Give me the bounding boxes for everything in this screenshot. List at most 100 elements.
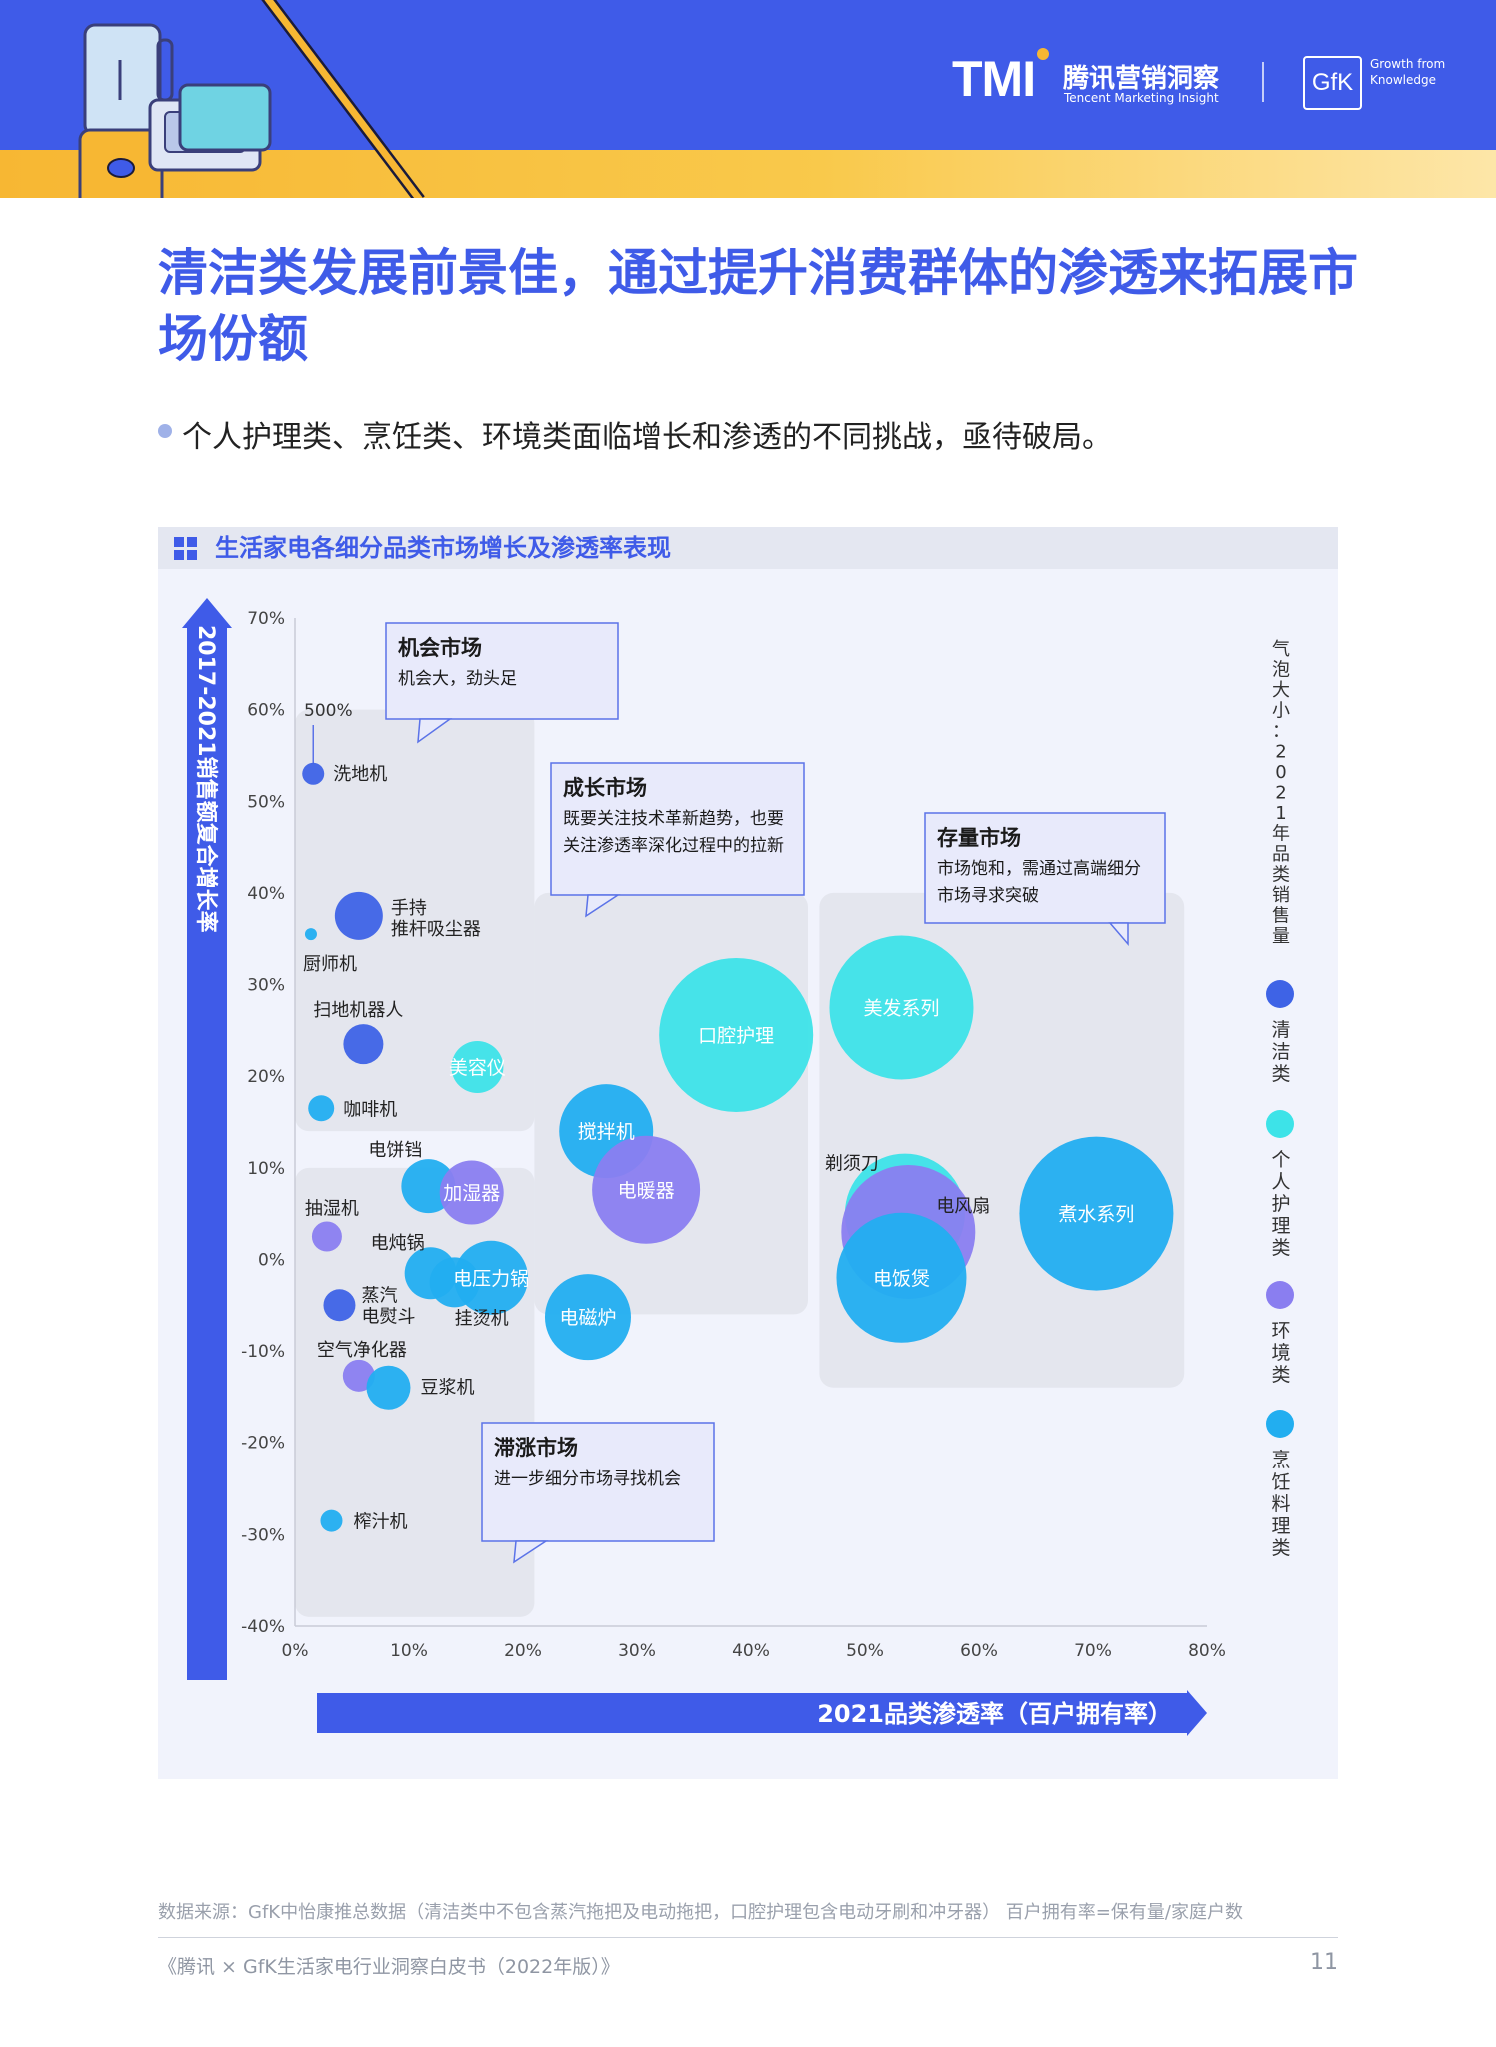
bubble-point — [302, 762, 325, 785]
legend-label-char: 人 — [1271, 1171, 1290, 1193]
bubble-point — [311, 1221, 342, 1252]
callout-tail — [585, 894, 621, 918]
brand-name-en: Tencent Marketing Insight — [1064, 91, 1219, 105]
page-number: 11 — [1310, 1950, 1338, 1975]
size-label-char: 0 — [1275, 762, 1286, 783]
x-tick-label: 10% — [390, 1641, 428, 1661]
legend-label-char: 类 — [1271, 1537, 1290, 1559]
y-tick-label: 70% — [247, 609, 285, 629]
bubble-label: 抽湿机 — [305, 1199, 359, 1220]
callout-desc: 既要关注技术革新趋势，也要 — [563, 809, 784, 829]
legend-label-char: 饪 — [1271, 1471, 1290, 1493]
legend-marker — [1266, 1110, 1294, 1138]
x-axis-arrow-head-icon — [1187, 1690, 1207, 1736]
legend-label-char: 境 — [1271, 1342, 1290, 1364]
y-tick-label: -40% — [241, 1617, 285, 1637]
gfk-tagline: Growth from Knowledge — [1370, 57, 1446, 87]
bullet-icon — [158, 424, 172, 438]
legend-label-char: 料 — [1271, 1493, 1290, 1515]
legend-label-char: 类 — [1271, 1237, 1290, 1259]
x-tick-label: 20% — [504, 1641, 542, 1661]
bubble-point — [544, 1274, 631, 1361]
bubble-point — [320, 1509, 343, 1532]
size-label-char: 2 — [1275, 783, 1286, 804]
legend-label-char: 清 — [1271, 1019, 1290, 1041]
bubble-label: 厨师机 — [303, 954, 357, 975]
bubble-point — [343, 1024, 384, 1065]
bubble-point — [659, 957, 814, 1112]
y-tick-label: 30% — [247, 976, 285, 996]
bubble-label: 电熨斗 — [361, 1306, 415, 1327]
bubble-label: 煮水系列 — [1058, 1204, 1134, 1226]
callout-tail — [417, 718, 453, 744]
book-title: 《腾讯 × GfK生活家电行业洞察白皮书（2022年版）》 — [158, 1956, 620, 1978]
size-label-char: 2 — [1275, 742, 1286, 763]
bubble-label: 电炖锅 — [371, 1233, 425, 1254]
legend-label-char: 烹 — [1271, 1449, 1290, 1471]
chart-header: 生活家电各细分品类市场增长及渗透率表现 — [158, 527, 1338, 569]
grid-icon — [174, 537, 198, 561]
legend-label-char: 洁 — [1271, 1041, 1290, 1063]
bubble-point — [308, 1095, 335, 1122]
bubble-label: 扫地机器人 — [313, 1000, 403, 1021]
y-tick-label: -20% — [241, 1434, 285, 1454]
size-label-char: 泡 — [1272, 660, 1290, 681]
size-label-char: ： — [1272, 721, 1290, 742]
callout-desc: 机会大，劲头足 — [398, 669, 517, 689]
bubble-label: 洗地机 — [333, 764, 387, 785]
legend-label-char: 理 — [1271, 1515, 1290, 1537]
bubble-label: 口腔护理 — [698, 1025, 774, 1047]
page-header: TMI 腾讯营销洞察 Tencent Marketing Insight GfK… — [0, 0, 1496, 198]
y-tick-label: -10% — [241, 1342, 285, 1362]
bubble-label: 剃须刀 — [825, 1154, 879, 1175]
size-label-char: 气 — [1272, 639, 1290, 660]
bubble-point — [439, 1160, 504, 1225]
legend-label-char: 理 — [1271, 1215, 1290, 1237]
y-tick-label: 40% — [247, 884, 285, 904]
bubble-label: 空气净化器 — [317, 1340, 407, 1361]
size-label-char: 品 — [1272, 844, 1290, 865]
bubble-label: 榨汁机 — [353, 1512, 407, 1533]
callout-box — [481, 1422, 715, 1542]
callout-tail — [1108, 922, 1129, 947]
bubble-point — [829, 935, 974, 1080]
bubble-label: 电暖器 — [618, 1180, 675, 1202]
brand-name-cn: 腾讯营销洞察 — [1063, 64, 1220, 94]
x-axis-arrow-bar — [317, 1693, 1189, 1733]
gfk-logo: GfK — [1303, 56, 1362, 110]
zone-0 — [295, 709, 535, 1132]
y-axis-arrow-head-icon — [182, 598, 232, 628]
callout-box — [385, 622, 619, 720]
appliance-illustration-icon — [78, 0, 425, 198]
bubble-point — [1019, 1136, 1174, 1291]
data-source-note: 数据来源：GfK中怡康推总数据（清洁类中不包含蒸汽拖把及电动拖把，口腔护理包含电… — [158, 1902, 1243, 1923]
logo-divider — [1262, 62, 1264, 102]
callout-desc: 市场饱和，需通过高端细分 — [937, 859, 1141, 879]
x-tick-label: 50% — [846, 1641, 884, 1661]
bubble-label: 电饼铛 — [368, 1140, 422, 1161]
footer-divider — [158, 1937, 1338, 1938]
legend-label-char: 护 — [1271, 1193, 1290, 1215]
y-axis-label: 2017-2021销售额复合增长率 — [193, 625, 219, 933]
legend-marker — [1266, 1281, 1294, 1309]
bubble-point — [592, 1135, 701, 1244]
bubble-point — [451, 1041, 504, 1094]
x-tick-label: 30% — [618, 1641, 656, 1661]
callout-desc: 进一步细分市场寻找机会 — [494, 1469, 681, 1489]
callout-box — [924, 812, 1166, 924]
legend-marker — [1266, 1410, 1294, 1438]
y-tick-label: -30% — [241, 1525, 285, 1545]
size-label-char: 小 — [1272, 701, 1290, 722]
bubble-label: 搅拌机 — [578, 1121, 635, 1143]
bubble-point — [429, 1257, 480, 1308]
bubble-label: 咖啡机 — [343, 1099, 397, 1120]
tmi-logo: TMI — [952, 51, 1036, 107]
x-tick-label: 0% — [282, 1641, 309, 1661]
bubble-label: 电磁炉 — [559, 1307, 616, 1329]
bubble-point — [836, 1212, 967, 1343]
size-label-char: 年 — [1272, 824, 1290, 845]
bubble-chart: 70%60%50%40%30%20%10%0%-10%-20%-30%-40%0… — [182, 598, 1294, 1736]
y-tick-label: 10% — [247, 1159, 285, 1179]
x-axis-label: 2021品类渗透率（百户拥有率） — [817, 1700, 1172, 1728]
y-tick-label: 50% — [247, 792, 285, 812]
